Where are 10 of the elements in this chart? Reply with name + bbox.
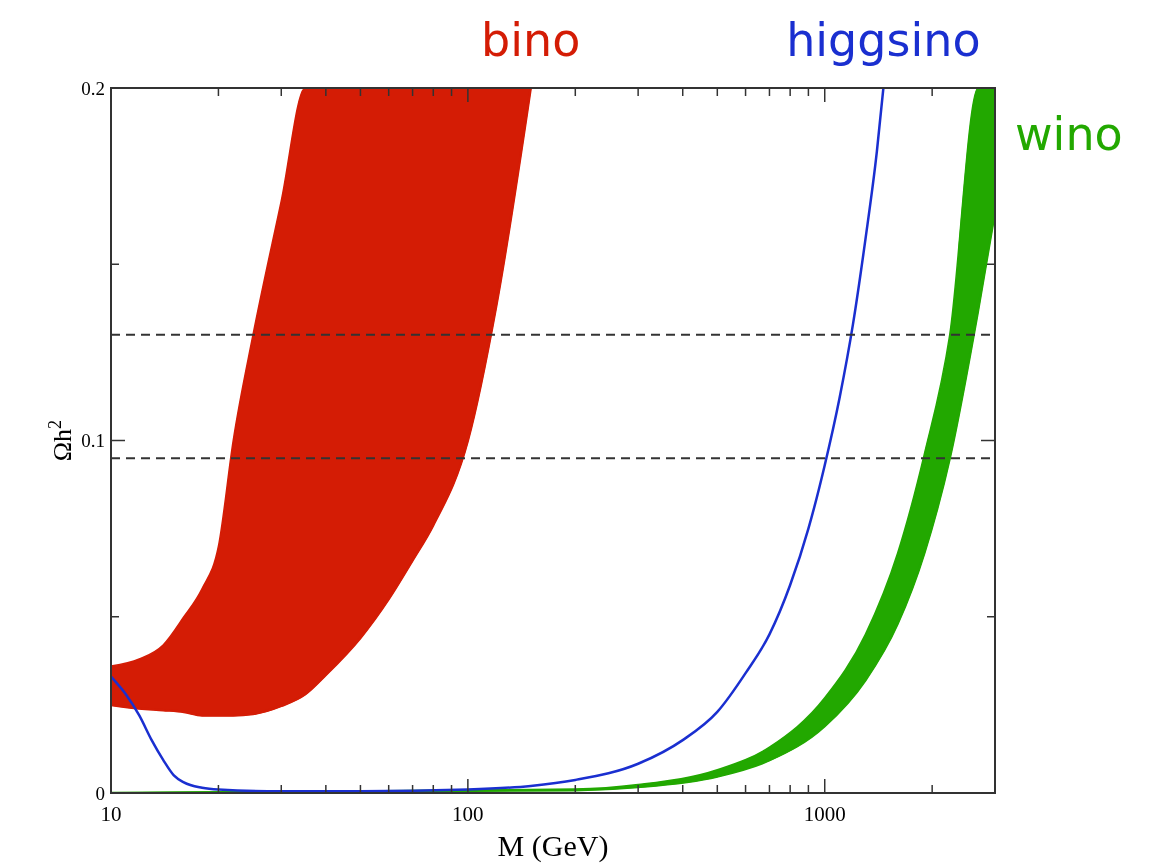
series-label: wino xyxy=(1015,107,1123,161)
y-tick-label: 0.1 xyxy=(81,430,105,452)
y-tick-label: 0.2 xyxy=(81,77,105,99)
series-label: higgsino xyxy=(786,13,981,67)
x-tick-label: 10 xyxy=(100,802,122,826)
x-axis-title: M (GeV) xyxy=(497,829,609,863)
series-label: bino xyxy=(481,13,581,67)
y-tick-label: 0 xyxy=(95,782,105,804)
x-tick-label: 100 xyxy=(452,802,484,826)
x-tick-label: 1000 xyxy=(803,802,846,826)
